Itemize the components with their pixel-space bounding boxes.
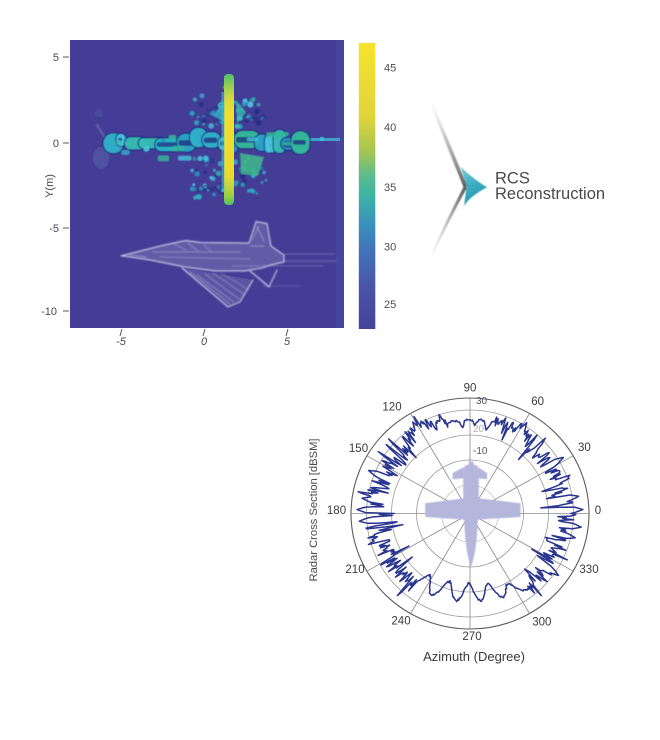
- svg-text:330: 330: [579, 564, 598, 576]
- svg-text:Reconstruction: Reconstruction: [495, 185, 605, 203]
- svg-text:-5: -5: [49, 223, 59, 235]
- svg-text:90: 90: [464, 383, 477, 395]
- svg-text:20: 20: [473, 424, 485, 435]
- svg-text:40: 40: [384, 122, 396, 134]
- svg-text:0: 0: [53, 138, 59, 150]
- svg-text:-10: -10: [473, 446, 488, 457]
- svg-text:Radar Cross Section [dBSM]: Radar Cross Section [dBSM]: [308, 438, 320, 581]
- svg-text:180: 180: [327, 505, 346, 517]
- svg-text:Azimuth (Degree): Azimuth (Degree): [423, 649, 525, 664]
- svg-text:35: 35: [384, 182, 396, 194]
- svg-text:240: 240: [391, 615, 410, 627]
- svg-text:30: 30: [476, 396, 488, 407]
- svg-text:-5: -5: [116, 336, 127, 348]
- svg-text:270: 270: [462, 631, 481, 643]
- svg-text:0: 0: [201, 336, 208, 348]
- svg-text:120: 120: [382, 402, 401, 414]
- svg-text:Y(m): Y(m): [44, 174, 56, 198]
- svg-text:25: 25: [384, 299, 396, 311]
- svg-text:45: 45: [384, 63, 396, 75]
- svg-text:5: 5: [53, 52, 59, 64]
- svg-text:210: 210: [345, 564, 364, 576]
- svg-text:5: 5: [284, 336, 291, 348]
- svg-text:30: 30: [384, 242, 396, 254]
- svg-text:30: 30: [578, 442, 591, 454]
- svg-text:150: 150: [349, 443, 368, 455]
- svg-text:-10: -10: [41, 306, 57, 318]
- svg-text:300: 300: [532, 616, 551, 628]
- svg-text:60: 60: [531, 396, 544, 408]
- svg-text:0: 0: [595, 505, 601, 517]
- svg-text:RCS: RCS: [495, 170, 530, 188]
